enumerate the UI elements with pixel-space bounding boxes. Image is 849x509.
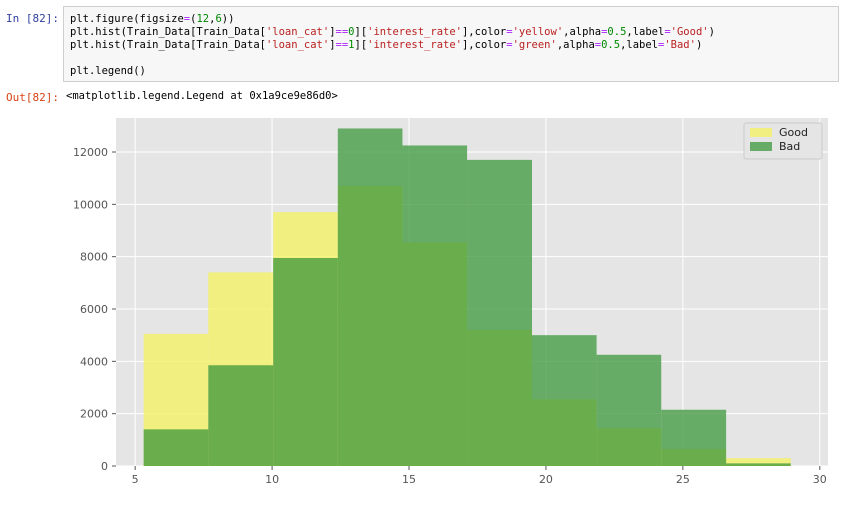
code-line: plt.hist(Train_Data[Train_Data['loan_cat… (70, 39, 832, 52)
histogram-bar-bad (467, 159, 532, 466)
code-token: ) (695, 39, 703, 51)
legend-label-bad: Bad (779, 140, 800, 153)
code-token: = (506, 26, 513, 38)
code-token: ][ (354, 39, 368, 51)
code-token: 'loan_cat' (265, 39, 330, 51)
y-tick-label: 6000 (80, 303, 108, 316)
code-token: 'interest_rate' (367, 26, 462, 38)
histogram-bar-bad (402, 145, 468, 466)
code-token: = (594, 39, 602, 51)
code-token: )) (221, 13, 235, 25)
code-token: plt.hist(Train_Data[Train_Data[ (70, 39, 266, 51)
x-tick-label: 10 (265, 473, 279, 486)
y-tick-label: 8000 (80, 251, 108, 264)
code-token: plt.hist(Train_Data[Train_Data[ (70, 26, 266, 38)
legend-swatch-bad (750, 142, 772, 151)
x-tick-label: 5 (132, 473, 139, 486)
code-token: 12 (196, 13, 210, 25)
code-token: 0.5 (607, 26, 627, 38)
code-token: ] (329, 26, 336, 38)
code-token: = (601, 26, 608, 38)
code-token: ,alpha (556, 39, 595, 51)
code-token: ) (708, 26, 715, 38)
code-token: 0 (348, 26, 355, 38)
output-prompt: Out[82]: (6, 91, 59, 104)
x-tick-label: 15 (402, 473, 416, 486)
y-tick-label: 12000 (73, 146, 108, 159)
x-tick-label: 20 (539, 473, 553, 486)
histogram-bar-bad (273, 257, 338, 466)
code-cell[interactable]: plt.figure(figsize=(12,6)) plt.hist(Train… (63, 6, 839, 82)
code-token: 1 (348, 39, 355, 51)
histogram-bar-bad (596, 354, 662, 466)
code-token: 'yellow' (512, 26, 564, 38)
code-line: plt.figure(figsize=(12,6)) (70, 13, 832, 26)
y-tick-label: 10000 (73, 198, 108, 211)
y-tick-label: 2000 (80, 408, 108, 421)
code-token: 'Bad' (664, 39, 696, 51)
histogram-bar-bad (531, 335, 597, 466)
code-token: plt.legend() (70, 65, 146, 77)
code-token: == (335, 39, 349, 51)
histogram-bar-bad (208, 365, 274, 466)
legend-swatch-good (750, 128, 772, 137)
y-tick-label: 0 (101, 460, 108, 473)
code-token: 'green' (512, 39, 557, 51)
code-line: plt.legend() (70, 65, 832, 78)
output-text: <matplotlib.legend.Legend at 0x1a9ce9e86… (66, 90, 338, 102)
code-token: ,label (626, 26, 665, 38)
code-token: = (658, 39, 665, 51)
code-token: , (209, 13, 216, 25)
code-token: 'interest_rate' (367, 39, 462, 51)
code-token: 'Good' (670, 26, 709, 38)
code-token: ],color (461, 26, 507, 38)
histogram-bar-bad (726, 463, 791, 466)
histogram-bar-bad (337, 128, 403, 466)
histogram-bar-good (726, 458, 791, 466)
code-line: plt.hist(Train_Data[Train_Data['loan_cat… (70, 26, 832, 39)
code-token: 0.5 (601, 39, 621, 51)
code-token: == (335, 26, 349, 38)
x-tick-label: 30 (813, 473, 827, 486)
code-token: = (183, 13, 191, 25)
code-token: plt.figure(figsize (70, 13, 184, 25)
code-token: ] (329, 39, 336, 51)
histogram-bar-bad (661, 409, 727, 466)
code-token: 'loan_cat' (265, 26, 330, 38)
code-token: ( (190, 13, 197, 25)
y-tick-label: 4000 (80, 355, 108, 368)
legend-label-good: Good (779, 126, 808, 139)
code-token: ,label (620, 39, 659, 51)
x-tick-label: 25 (676, 473, 690, 486)
code-token: ][ (354, 26, 368, 38)
code-token: ,alpha (563, 26, 602, 38)
code-token: 6 (215, 13, 222, 25)
code-token: = (664, 26, 671, 38)
input-prompt: In [82]: (6, 12, 59, 25)
histogram-bar-bad (143, 429, 209, 466)
code-token: ],color (461, 39, 507, 51)
code-token: = (506, 39, 513, 51)
